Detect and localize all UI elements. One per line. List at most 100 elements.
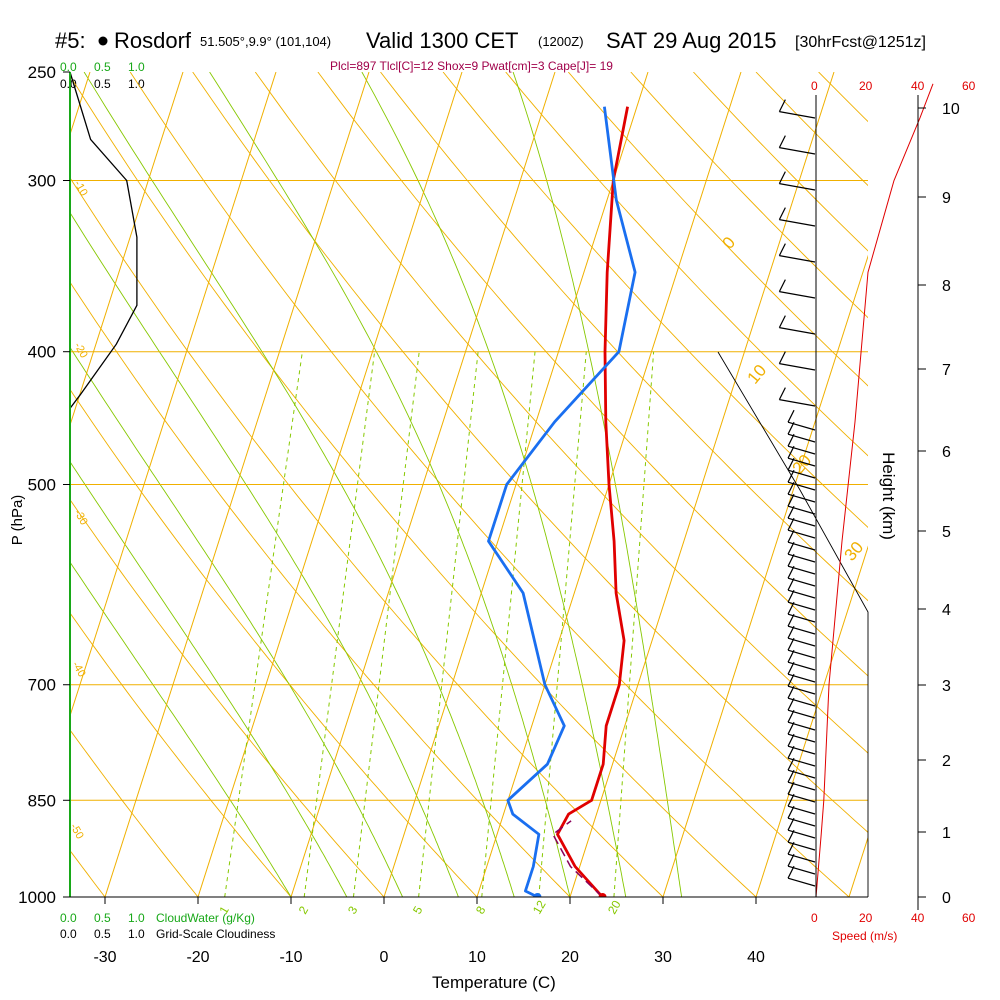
wind-barb <box>787 709 816 719</box>
wind-barb-flag <box>787 541 795 555</box>
height-tick-label: 3 <box>942 678 951 695</box>
bot-speed-tick-1: 20 <box>859 911 873 925</box>
valid-zulu: (1200Z) <box>538 34 584 49</box>
pressure-tick-label: 400 <box>28 343 56 362</box>
wind-barb-flag <box>787 517 795 531</box>
wind-barb <box>787 517 816 527</box>
dry-adiabat <box>70 176 664 897</box>
wind-barb-flag <box>787 649 795 663</box>
mixing-ratio-label: 3 <box>345 903 361 916</box>
bot-cw-tick-0: 0.0 <box>60 911 77 925</box>
wind-barb-flag <box>778 243 786 256</box>
wind-barb <box>787 793 816 803</box>
x-tick-label: 20 <box>561 949 579 966</box>
wind-barb <box>787 805 816 815</box>
wind-barb-flag <box>787 685 795 699</box>
wind-barb <box>779 255 816 263</box>
top-speed-tick-1: 20 <box>859 79 873 93</box>
axes: -30 -20 -10 0 10 20 30 401000850700500400300250… <box>18 63 960 966</box>
wind-barb <box>787 565 816 575</box>
wind-barb-flag <box>787 697 795 711</box>
wind-barb <box>787 541 816 551</box>
moist-adiabat <box>70 211 459 897</box>
mixing-ratio-line <box>481 351 536 897</box>
wind-barb-flag <box>787 709 795 723</box>
wind-barb <box>779 291 816 299</box>
wind-barb-flag <box>787 529 795 543</box>
wind-barb <box>787 697 816 707</box>
cloudiness-profile <box>69 71 138 409</box>
top-cw-tick-1: 0.5 <box>94 60 111 74</box>
mixing-ratio-label: 2 <box>296 903 312 916</box>
wind-barb-flag <box>778 99 786 112</box>
bottom-cloudwater-scale: 0.0 0.5 1.0 CloudWater (g/Kg) <box>60 911 255 925</box>
wind-barb-flag <box>787 589 795 603</box>
wind-barb <box>787 481 816 491</box>
wind-barb-flag <box>787 433 795 447</box>
wind-barb <box>787 445 816 455</box>
bot-cl-tick-2: 1.0 <box>128 927 145 941</box>
wind-barb <box>779 183 816 191</box>
wind-barb <box>787 433 816 443</box>
dry-adiabat <box>70 74 757 897</box>
pressure-tick-label: 500 <box>28 476 56 495</box>
station-number: #5: <box>55 28 86 53</box>
wind-barb <box>787 577 816 587</box>
wind-barb-flag <box>787 625 795 639</box>
wind-barb-flag <box>787 445 795 459</box>
wind-barb <box>787 829 816 839</box>
dry-adiabat <box>70 729 199 897</box>
dry-adiabat <box>70 612 292 897</box>
mixing-ratio-line <box>418 351 479 897</box>
top-speed-scale: 0 20 40 60 <box>811 79 976 93</box>
height-tick-label: 8 <box>942 278 951 295</box>
dry-adiabat <box>567 72 868 387</box>
left-isotherm-label: -10 <box>71 179 89 199</box>
wind-barb <box>779 363 816 371</box>
mixing-ratio-label: 20 <box>605 898 624 917</box>
height-tick-label: 9 <box>942 190 951 207</box>
mixing-ratio-line <box>538 351 587 897</box>
wind-barb <box>779 327 816 335</box>
sounding-series <box>487 106 637 897</box>
dewpoint-line <box>487 106 637 897</box>
isotherm-label: 10 <box>744 361 771 388</box>
wind-barb <box>779 111 816 119</box>
wind-barb-flag <box>787 505 795 519</box>
wind-barbs <box>778 99 816 887</box>
wind-barb-flag <box>787 469 795 483</box>
wind-barb-flag <box>787 841 795 855</box>
bot-cl-tick-0: 0.0 <box>60 927 77 941</box>
wind-barb <box>787 421 816 431</box>
bot-cw-label: CloudWater (g/Kg) <box>156 911 255 925</box>
x-axis-title: Temperature (C) <box>432 973 556 992</box>
pressure-tick-label: 300 <box>28 172 56 191</box>
wind-barb-flag <box>787 721 795 735</box>
wind-barb-flag <box>787 409 795 423</box>
wind-barb <box>787 841 816 851</box>
wind-barb <box>787 469 816 479</box>
dry-adiabat <box>254 72 868 754</box>
wind-barb-flag <box>787 565 795 579</box>
height-tick-label: 6 <box>942 444 951 461</box>
valid-time: Valid 1300 CET <box>366 28 518 53</box>
dry-adiabat <box>881 72 1000 897</box>
top-speed-tick-3: 60 <box>962 79 976 93</box>
wind-barb-flag <box>787 421 795 435</box>
y-axis-title: P (hPa) <box>9 495 26 546</box>
wind-barb <box>787 817 816 827</box>
wind-barb <box>787 625 816 635</box>
wind-barb-flag <box>787 481 795 495</box>
wind-barb <box>787 493 816 503</box>
wind-speed-profile <box>815 83 934 898</box>
wind-barb-flag <box>787 637 795 651</box>
top-speed-tick-0: 0 <box>811 79 818 93</box>
wind-barb-flag <box>778 387 786 400</box>
bottom-speed-scale: 0 20 40 60 Speed (m/s) <box>811 911 976 943</box>
wind-barb-flag <box>778 315 786 328</box>
mixing-ratio-label: 12 <box>530 898 549 917</box>
surface-dewpoint-dot <box>533 893 542 897</box>
dry-adiabat <box>70 388 478 897</box>
